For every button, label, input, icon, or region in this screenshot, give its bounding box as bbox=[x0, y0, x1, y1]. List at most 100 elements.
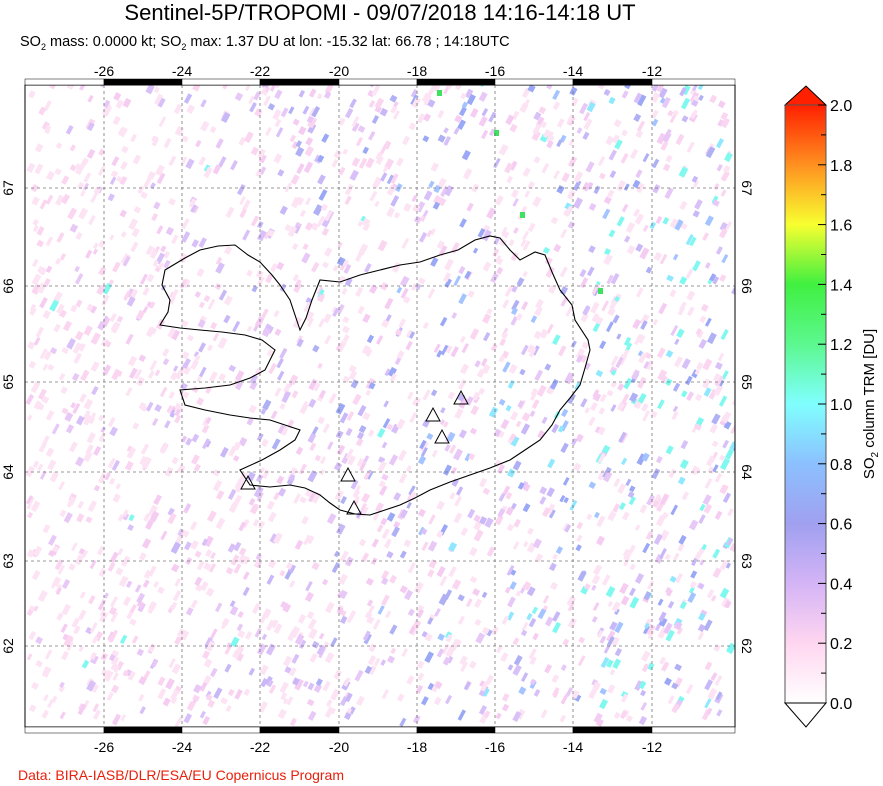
so2-pixel bbox=[77, 500, 84, 509]
so2-pixel bbox=[531, 130, 541, 142]
so2-pixel bbox=[407, 608, 415, 617]
so2-pixel bbox=[31, 196, 40, 206]
so2-pixel bbox=[702, 232, 710, 241]
so2-pixel bbox=[465, 598, 473, 608]
so2-pixel bbox=[322, 261, 329, 269]
so2-pixel bbox=[153, 581, 159, 588]
so2-pixel bbox=[235, 381, 244, 391]
so2-pixel bbox=[170, 688, 180, 701]
so2-pixel bbox=[603, 644, 611, 654]
so2-pixel bbox=[651, 468, 661, 480]
so2-pixel bbox=[262, 608, 272, 619]
so2-pixel bbox=[671, 682, 679, 690]
so2-pixel bbox=[249, 374, 259, 385]
so2-pixel bbox=[417, 508, 426, 518]
so2-pixel bbox=[394, 328, 403, 337]
so2-pixel bbox=[344, 692, 353, 703]
so2-pixel bbox=[603, 248, 612, 256]
so2-pixel bbox=[434, 681, 443, 690]
so2-pixel bbox=[428, 559, 438, 569]
so2-pixel bbox=[251, 285, 259, 293]
so2-pixel bbox=[412, 619, 422, 629]
so2-pixel bbox=[694, 199, 703, 210]
so2-pixel bbox=[477, 228, 486, 238]
so2-pixel bbox=[227, 688, 235, 697]
so2-pixel bbox=[633, 113, 642, 122]
so2-pixel bbox=[98, 239, 106, 248]
so2-pixel bbox=[461, 101, 468, 109]
border-bar-segment bbox=[181, 726, 261, 734]
so2-pixel bbox=[699, 315, 707, 323]
so2-pixel bbox=[591, 574, 601, 585]
border-bar-segment bbox=[259, 78, 340, 86]
so2-pixel bbox=[658, 547, 667, 560]
so2-pixel bbox=[482, 487, 491, 496]
so2-pixel bbox=[513, 227, 519, 234]
so2-pixel bbox=[676, 134, 685, 146]
so2-pixel bbox=[409, 411, 418, 424]
so2-pixel bbox=[267, 103, 276, 111]
so2-pixel bbox=[138, 354, 147, 363]
iceland-coastline bbox=[159, 235, 591, 516]
so2-pixel bbox=[552, 101, 561, 111]
so2-pixel bbox=[366, 599, 374, 607]
so2-pixel bbox=[339, 412, 349, 424]
so2-pixel bbox=[442, 272, 452, 283]
so2-pixel bbox=[440, 407, 446, 414]
so2-pixel bbox=[79, 591, 86, 599]
so2-pixel bbox=[512, 198, 519, 207]
so2-pixel bbox=[381, 319, 390, 328]
so2-pixel bbox=[100, 668, 109, 677]
so2-pixel bbox=[427, 99, 436, 108]
so2-pixel bbox=[713, 643, 721, 652]
so2-pixel bbox=[412, 203, 421, 213]
so2-pixel bbox=[520, 423, 531, 435]
so2-pixel bbox=[274, 89, 283, 100]
so2-pixel bbox=[427, 569, 435, 578]
so2-pixel bbox=[361, 492, 371, 503]
so2-pixel bbox=[621, 393, 630, 405]
so2-pixel bbox=[138, 675, 147, 686]
so2-pixel bbox=[109, 234, 115, 241]
so2-pixel bbox=[483, 710, 491, 718]
so2-pixel bbox=[369, 190, 378, 202]
so2-pixel bbox=[280, 427, 289, 436]
so2-pixel bbox=[664, 187, 674, 200]
so2-pixel bbox=[272, 109, 282, 121]
so2-pixel bbox=[699, 559, 705, 566]
so2-pixel bbox=[239, 208, 247, 219]
so2-pixel bbox=[622, 548, 630, 558]
so2-pixel bbox=[673, 552, 680, 561]
so2-pixel bbox=[726, 642, 735, 655]
so2-pixel bbox=[376, 524, 384, 533]
so2-pixel bbox=[227, 543, 236, 553]
so2-pixel bbox=[115, 175, 123, 183]
so2-pixel bbox=[51, 423, 60, 435]
so2-pixel bbox=[479, 477, 488, 488]
so2-pixel bbox=[588, 202, 597, 211]
so2-pixel bbox=[520, 629, 528, 637]
so2-pixel bbox=[678, 301, 687, 312]
so2-pixel bbox=[651, 109, 659, 119]
so2-pixel bbox=[149, 510, 160, 523]
so2-pixel bbox=[262, 399, 272, 411]
so2-pixel bbox=[501, 693, 510, 702]
so2-pixel bbox=[282, 602, 292, 613]
so2-pixel bbox=[393, 521, 401, 529]
so2-pixel bbox=[482, 261, 492, 272]
so2-pixel bbox=[155, 164, 165, 176]
so2-pixel bbox=[552, 621, 562, 634]
so2-pixel bbox=[354, 495, 360, 502]
so2-pixel bbox=[401, 237, 410, 249]
so2-pixel bbox=[575, 433, 584, 443]
so2-pixel bbox=[186, 700, 196, 712]
so2-pixel bbox=[393, 492, 402, 501]
so2-pixel bbox=[657, 369, 668, 381]
so2-pixel bbox=[360, 215, 366, 222]
so2-pixel bbox=[381, 570, 390, 580]
so2-pixel bbox=[544, 363, 552, 371]
so2-pixel bbox=[98, 414, 105, 422]
so2-pixel bbox=[172, 590, 182, 602]
so2-pixel bbox=[146, 273, 155, 283]
so2-pixel bbox=[504, 162, 514, 174]
